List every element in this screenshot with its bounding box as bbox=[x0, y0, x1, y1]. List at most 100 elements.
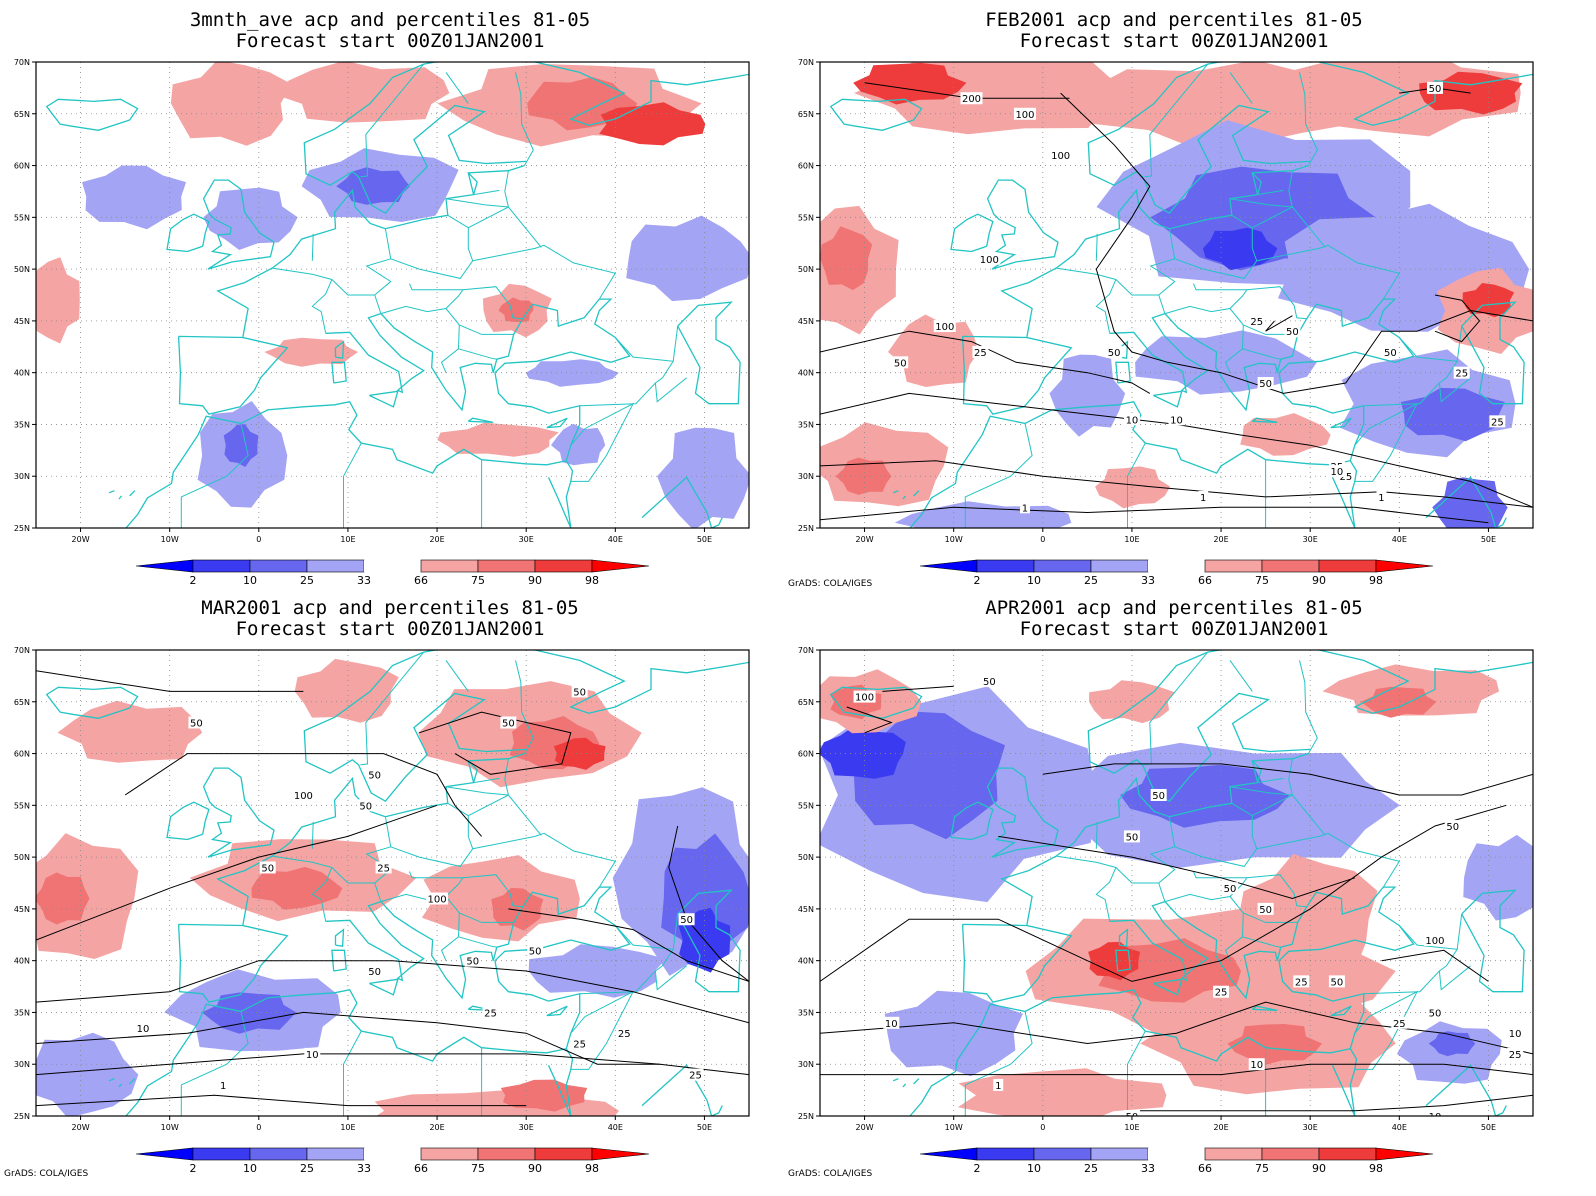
contour-label-bg bbox=[1257, 377, 1274, 390]
contour-label: 50 bbox=[1259, 379, 1272, 390]
coastline bbox=[202, 179, 275, 270]
country-border bbox=[360, 651, 425, 766]
country-border bbox=[343, 1030, 362, 1116]
country-border bbox=[1095, 233, 1098, 261]
contour-label-bg bbox=[1426, 1006, 1443, 1019]
coastline bbox=[546, 417, 568, 429]
colorbar-label: 75 bbox=[1255, 574, 1269, 587]
contour-label: 50 bbox=[1331, 977, 1344, 988]
colorbar-label: 75 bbox=[471, 1162, 485, 1175]
colorbar-label: 2 bbox=[190, 1162, 197, 1175]
colorbar-label: 98 bbox=[585, 574, 599, 587]
colorbar-label: 25 bbox=[300, 1162, 314, 1175]
country-border bbox=[1246, 286, 1307, 320]
contour-label-bg bbox=[464, 954, 481, 967]
country-border bbox=[458, 348, 497, 360]
coastline bbox=[1087, 650, 1320, 803]
lat-tick-label: 30N bbox=[14, 1060, 30, 1069]
lon-tick-label: 50E bbox=[1481, 1123, 1496, 1132]
colorbar-label: 10 bbox=[1027, 1162, 1041, 1175]
acp-contour-line bbox=[820, 1063, 1533, 1076]
lon-tick-label: 0 bbox=[1040, 1123, 1045, 1132]
country-border bbox=[1229, 660, 1253, 692]
contour-label: 25 bbox=[1491, 417, 1504, 428]
coastline bbox=[1331, 1048, 1358, 1116]
country-border bbox=[242, 925, 288, 937]
acp-contour-line bbox=[1381, 949, 1489, 982]
coastline bbox=[641, 476, 723, 528]
acp-contour-line bbox=[820, 392, 1533, 508]
percentile-shading-10-25 bbox=[1400, 387, 1505, 442]
coastline bbox=[1461, 301, 1525, 405]
contour-label-bg bbox=[993, 1078, 1004, 1091]
country-border bbox=[445, 786, 509, 796]
lat-tick-label: 60N bbox=[14, 750, 30, 759]
country-border bbox=[672, 326, 679, 362]
contour-label: 50 bbox=[190, 718, 203, 729]
lon-tick-label: 20W bbox=[856, 535, 874, 544]
country-border bbox=[311, 233, 314, 261]
contour-label-bg bbox=[687, 1068, 704, 1081]
country-border bbox=[468, 206, 542, 248]
country-border bbox=[1398, 337, 1459, 384]
contour-label: 100 bbox=[294, 791, 313, 802]
coastline bbox=[125, 886, 631, 1116]
country-border bbox=[1224, 324, 1244, 373]
colorbar-right-arrow bbox=[1375, 559, 1434, 573]
contour-label: 100 bbox=[1425, 936, 1444, 947]
lat-tick-label: 40N bbox=[14, 957, 30, 966]
contour-label: 1 bbox=[995, 1081, 1001, 1092]
percentile-shading-75-90 bbox=[820, 226, 873, 291]
coastline bbox=[1425, 476, 1507, 528]
colorbar-swatch bbox=[534, 559, 593, 573]
coastline bbox=[331, 949, 347, 972]
percentile-shading-90-98 bbox=[599, 102, 706, 146]
country-border bbox=[1257, 777, 1284, 784]
colorbar-label: 90 bbox=[528, 1162, 542, 1175]
acp-contour-line bbox=[36, 670, 304, 692]
acp-contour-line bbox=[820, 506, 1489, 524]
percentile-shading-10-25 bbox=[1120, 764, 1290, 828]
map-canvas: 5010020010010010050502550255010252510101… bbox=[798, 58, 1534, 587]
contour-label: 50 bbox=[1152, 791, 1165, 802]
contour-label-bg bbox=[678, 913, 695, 926]
lat-tick-label: 55N bbox=[14, 801, 30, 810]
country-border bbox=[1144, 651, 1209, 766]
acp-contour-line bbox=[1042, 763, 1533, 796]
lat-tick-label: 55N bbox=[798, 801, 814, 810]
contour-label-bg bbox=[1106, 345, 1123, 358]
coastline bbox=[1318, 650, 1533, 714]
country-border bbox=[440, 912, 460, 961]
country-border bbox=[445, 198, 509, 208]
lon-tick-label: 0 bbox=[1040, 535, 1045, 544]
acp-contour-line bbox=[36, 804, 438, 941]
colorbar-swatch bbox=[420, 559, 479, 573]
contour-label: 50 bbox=[368, 967, 381, 978]
colorbar-swatch bbox=[1033, 559, 1092, 573]
coastline bbox=[902, 495, 907, 500]
coastline bbox=[1087, 62, 1320, 215]
country-border bbox=[180, 423, 249, 528]
country-border bbox=[1026, 925, 1072, 937]
country-border bbox=[1115, 279, 1166, 314]
coastline bbox=[118, 495, 123, 500]
lon-tick-label: 20W bbox=[72, 1123, 90, 1132]
contour-label-bg bbox=[892, 356, 909, 369]
lat-tick-label: 50N bbox=[798, 853, 814, 862]
colorbar: 2 10 25 33 66 75 90 98 bbox=[135, 559, 650, 587]
lon-tick-label: 10E bbox=[340, 1123, 355, 1132]
country-border bbox=[504, 170, 509, 208]
colorbar-swatch bbox=[976, 559, 1035, 573]
country-border bbox=[964, 1011, 1033, 1116]
colorbar-swatch bbox=[1033, 1147, 1092, 1161]
map-frame bbox=[819, 61, 1534, 529]
country-border bbox=[1299, 72, 1318, 166]
percentile-shading-25-33 bbox=[551, 423, 606, 466]
coastline bbox=[216, 164, 525, 338]
acp-contour-line bbox=[124, 753, 482, 837]
colorbar-swatch bbox=[1318, 1147, 1377, 1161]
coastline bbox=[1251, 1005, 1278, 1012]
grads-credit: GrADS: COLA/IGES bbox=[788, 579, 873, 589]
panel-subtitle: Forecast start 00Z01JAN2001 bbox=[1019, 30, 1329, 52]
lat-tick-label: 45N bbox=[14, 317, 30, 326]
